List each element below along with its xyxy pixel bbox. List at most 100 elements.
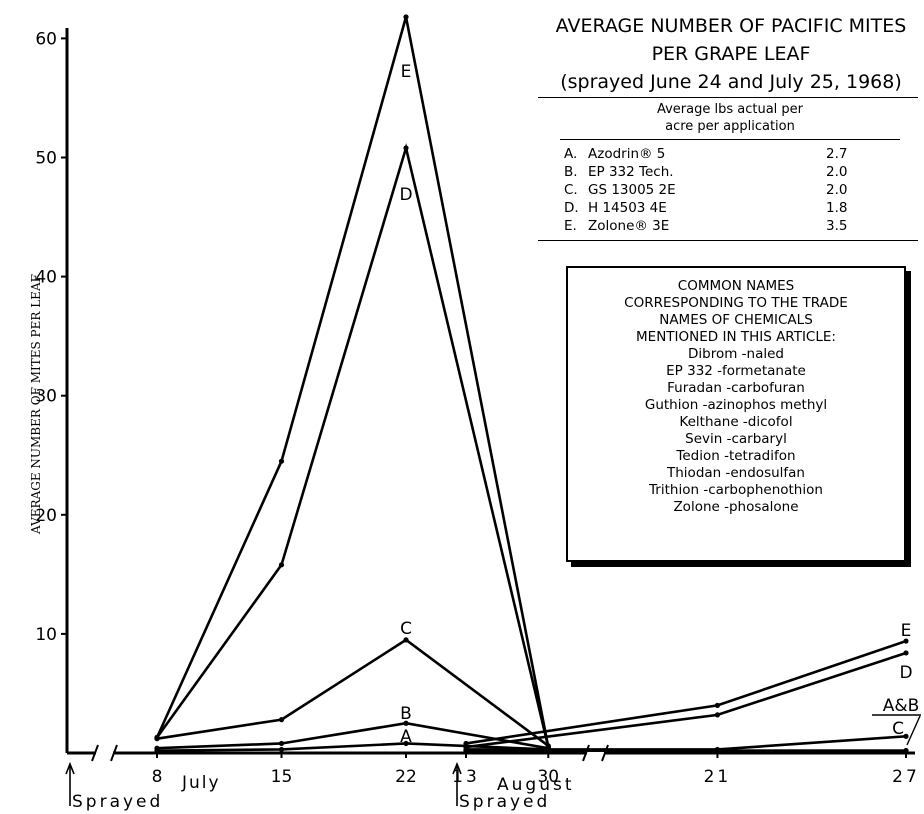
series-D-point: [463, 744, 469, 750]
sprayed-july-arrow-head: [452, 761, 462, 775]
table-row: A. Azodrin® 5 2.7: [564, 146, 904, 164]
x-tick-label: 8: [152, 767, 163, 787]
y-tick-label: 40: [35, 268, 57, 288]
series-B-july-line: [156, 721, 549, 750]
series-E-point: [278, 458, 285, 464]
series-A-point: [403, 740, 409, 747]
y-tick-label: 10: [35, 625, 57, 645]
series-E-point: [903, 638, 909, 644]
series-D-point: [714, 712, 721, 718]
row-chemical: EP 332 Tech.: [588, 164, 674, 180]
x-tick-label: 13: [452, 767, 480, 787]
series-E-july-line: [155, 16, 550, 748]
table-header-line-2: acre per application: [665, 119, 795, 134]
row-rate: 2.0: [826, 182, 848, 198]
chart-title-line-3: (sprayed June 24 and July 25, 1968): [560, 71, 902, 93]
x-tick-label: 21: [704, 767, 732, 787]
series-B-point: [154, 745, 160, 751]
x-tick-label: 22: [395, 767, 417, 787]
point-label-B: B: [400, 704, 412, 724]
box-item: Tedion -tetradifon: [676, 448, 796, 464]
box-item: Dibrom -naled: [688, 346, 784, 362]
axis-break-mark: [601, 744, 609, 762]
box-item: Kelthane -dicofol: [679, 414, 793, 430]
axis-break-mark: [582, 744, 590, 762]
y-tick-label: 30: [35, 387, 57, 407]
series-C-point: [714, 746, 721, 753]
axes: [61, 28, 915, 806]
series-E-point: [154, 734, 160, 741]
table-row: B. EP 332 Tech. 2.0: [564, 164, 904, 182]
table-header-rule: [560, 139, 900, 140]
series-C-july-line: [156, 638, 550, 747]
point-label-C-august: C: [892, 719, 904, 739]
point-label-A: A: [400, 727, 412, 747]
series-A-point: [278, 746, 285, 753]
series-E-point: [403, 14, 409, 20]
y-tick-label: 60: [35, 29, 57, 49]
box-heading-line: NAMES OF CHEMICALS: [659, 312, 813, 328]
series-D-point: [903, 650, 909, 656]
row-chemical: GS 13005 2E: [588, 182, 676, 198]
series-D-july-line: [155, 142, 550, 748]
box-heading-line: CORRESPONDING TO THE TRADE: [624, 295, 848, 311]
table-row: C. GS 13005 2E 2.0: [564, 182, 904, 200]
box-item: EP 332 -formetanate: [666, 363, 806, 379]
row-letter: A.: [564, 146, 578, 162]
table-bottom-rule: [538, 240, 918, 241]
series-B-point: [903, 748, 909, 754]
row-letter: C.: [564, 182, 578, 198]
x-tick-label: 15: [271, 767, 293, 787]
series-D-point: [403, 145, 409, 151]
month-label-august: August: [497, 775, 575, 795]
series-E-point: [545, 744, 551, 750]
chart-labels: 10 20 30 40 50 60 AVERAGE NUMBER OF MITES PER …: [29, 29, 921, 812]
series-C-point: [903, 733, 909, 739]
box-item: Guthion -azinophos methyl: [644, 397, 828, 413]
series-B-point: [278, 740, 285, 747]
row-letter: B.: [564, 164, 578, 180]
series-D-point: [278, 562, 285, 568]
row-chemical: Zolone® 3E: [588, 218, 670, 234]
box-heading-line: COMMON NAMES: [677, 278, 795, 294]
axis-break-mark: [91, 744, 99, 762]
point-label-D-august: D: [899, 663, 912, 683]
row-rate: 3.5: [826, 218, 848, 234]
y-tick-label: 50: [35, 149, 57, 169]
table-header-line-1: Average lbs actual per: [656, 102, 804, 117]
sprayed-june-arrow-head: [65, 761, 75, 775]
series-E-point: [463, 740, 469, 747]
sprayed-june-label: Sprayed: [72, 792, 163, 812]
box-item: Trithion -carbophenothion: [649, 482, 823, 498]
series-E-august-line: [465, 639, 907, 745]
point-label-D: D: [399, 185, 412, 205]
series-C-point: [403, 637, 409, 643]
x-tick-label: 30: [537, 767, 559, 787]
x-tick-label: 27: [892, 767, 920, 787]
axis-break-mark: [110, 744, 118, 762]
box-item: Zolone -phosalone: [673, 499, 799, 515]
table-row: D. H 14503 4E 1.8: [564, 200, 904, 218]
box-heading-line: MENTIONED IN THIS ARTICLE:: [636, 329, 836, 345]
ab-label-leader: [906, 715, 921, 746]
point-label-AB-august: A&B: [883, 696, 920, 716]
y-tick-label: 20: [35, 506, 57, 526]
series-lines: [154, 14, 909, 754]
row-rate: 2.0: [826, 164, 848, 180]
table-top-rule: [538, 97, 918, 98]
box-item: Furadan -carbofuran: [667, 380, 805, 396]
row-letter: E.: [564, 218, 577, 234]
point-label-C: C: [400, 619, 412, 639]
common-names-box: COMMON NAMES CORRESPONDING TO THE TRADE …: [566, 266, 906, 562]
chart-title-line-2: PER GRAPE LEAF: [651, 43, 811, 65]
y-axis-label: AVERAGE NUMBER OF MITES PER LEAF: [29, 274, 43, 535]
row-chemical: H 14503 4E: [588, 200, 667, 216]
box-item: Sevin -carbaryl: [685, 431, 787, 447]
row-letter: D.: [564, 200, 579, 216]
month-label-july: July: [181, 773, 221, 793]
row-rate: 2.7: [826, 146, 848, 162]
sprayed-july-label: Sprayed: [459, 792, 550, 812]
row-rate: 1.8: [826, 200, 848, 216]
row-chemical: Azodrin® 5: [588, 146, 666, 162]
